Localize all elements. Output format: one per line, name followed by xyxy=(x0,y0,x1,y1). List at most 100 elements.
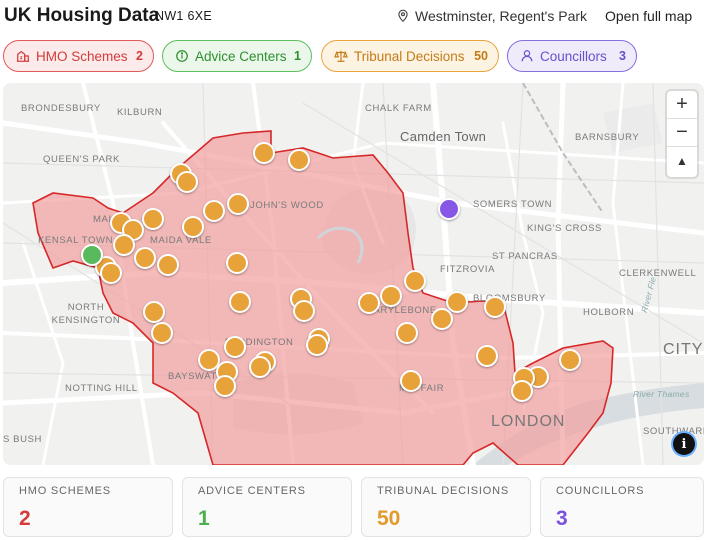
map-label: FITZROVIA xyxy=(440,264,496,275)
map-label: ST PANCRAS xyxy=(492,251,558,262)
tribunal-marker[interactable] xyxy=(100,262,122,284)
filter-chip-label: Councillors xyxy=(540,48,607,64)
tribunal-marker[interactable] xyxy=(198,349,220,371)
map-label: BARNSBURY xyxy=(575,132,640,143)
map-label: KING'S CROSS xyxy=(527,223,602,234)
tribunal-marker[interactable] xyxy=(358,292,380,314)
map-label: NOTTING HILL xyxy=(65,383,138,394)
map-label: MAIDA VALE xyxy=(150,235,212,246)
map-label: KILBURN xyxy=(117,107,163,118)
stat-value: 50 xyxy=(377,507,401,530)
map-pin-icon xyxy=(398,9,408,23)
stat-label: TRIBUNAL DECISIONS xyxy=(377,485,509,497)
tribunal-marker[interactable] xyxy=(224,336,246,358)
map-label: LONDON xyxy=(491,413,566,430)
map-label: SOMERS TOWN xyxy=(473,199,553,210)
filter-chip-label: Tribunal Decisions xyxy=(354,48,465,64)
person-icon xyxy=(520,49,534,63)
tribunal-marker[interactable] xyxy=(142,208,164,230)
scales-icon xyxy=(334,49,348,63)
tribunal-marker[interactable] xyxy=(559,349,581,371)
ward-boundary xyxy=(32,130,614,465)
map-label: CHALK FARM xyxy=(365,103,432,114)
tribunal-marker[interactable] xyxy=(176,171,198,193)
tribunal-marker[interactable] xyxy=(143,301,165,323)
stat-card-hmo: HMO SCHEMES 2 xyxy=(3,477,173,537)
map-view[interactable]: BRONDESBURY KILBURN CHALK FARM Camden To… xyxy=(3,83,704,465)
header: UK Housing Data NW1 6XE Westminster, Reg… xyxy=(0,0,706,36)
filter-chip-hmo[interactable]: HMO Schemes 2 xyxy=(3,40,154,72)
zoom-controls: + − ▲ xyxy=(667,91,697,177)
info-circle-icon xyxy=(175,49,189,63)
filter-chip-count: 50 xyxy=(474,49,488,63)
map-label: MARYLEBONE xyxy=(365,305,437,316)
filter-chip-count: 3 xyxy=(619,49,626,63)
stats-row: HMO SCHEMES 2 ADVICE CENTERS 1 TRIBUNAL … xyxy=(3,477,704,537)
stat-label: HMO SCHEMES xyxy=(19,485,111,497)
stat-value: 3 xyxy=(556,507,568,530)
stat-card-councillors: COUNCILLORS 3 xyxy=(540,477,704,537)
tribunal-marker[interactable] xyxy=(476,345,498,367)
tribunal-marker[interactable] xyxy=(249,356,271,378)
tribunal-marker[interactable] xyxy=(226,252,248,274)
filter-chip-count: 2 xyxy=(136,49,143,63)
councillor-marker[interactable] xyxy=(438,198,460,220)
map-label: NORTH KENSINGTON xyxy=(51,302,121,326)
advice-center-marker[interactable] xyxy=(81,244,103,266)
map-label: S BUSH xyxy=(3,434,42,445)
filter-chip-tribunal[interactable]: Tribunal Decisions 50 xyxy=(321,40,499,72)
map-label: SOUTHWARK xyxy=(643,426,704,437)
filter-chip-advice[interactable]: Advice Centers 1 xyxy=(162,40,312,72)
map-label: CLERKENWELL xyxy=(619,268,697,279)
tribunal-marker[interactable] xyxy=(306,334,328,356)
map-label: JOHN'S WOOD xyxy=(250,200,324,211)
map-label: QUEEN'S PARK xyxy=(43,154,120,165)
filter-chip-label: HMO Schemes xyxy=(36,48,128,64)
building-icon xyxy=(16,49,30,63)
tribunal-marker[interactable] xyxy=(253,142,275,164)
tribunal-marker[interactable] xyxy=(400,370,422,392)
tribunal-marker[interactable] xyxy=(380,285,402,307)
app-title: UK Housing Data xyxy=(4,5,160,26)
filter-chip-count: 1 xyxy=(294,49,301,63)
tribunal-marker[interactable] xyxy=(113,234,135,256)
tribunal-marker[interactable] xyxy=(396,322,418,344)
tribunal-marker[interactable] xyxy=(182,216,204,238)
tribunal-marker[interactable] xyxy=(431,308,453,330)
tribunal-marker[interactable] xyxy=(404,270,426,292)
tribunal-marker[interactable] xyxy=(157,254,179,276)
zoom-out-button[interactable]: − xyxy=(667,119,697,147)
compass-button[interactable]: ▲ xyxy=(676,154,688,168)
map-label: Camden Town xyxy=(400,129,487,144)
tribunal-marker[interactable] xyxy=(288,149,310,171)
stat-value: 1 xyxy=(198,507,210,530)
tribunal-marker[interactable] xyxy=(484,296,506,318)
location: Westminster, Regent's Park xyxy=(396,8,587,24)
tribunal-marker[interactable] xyxy=(511,380,533,402)
filter-chip-label: Advice Centers xyxy=(195,48,287,64)
filter-chip-councillors[interactable]: Councillors 3 xyxy=(507,40,637,72)
tribunal-marker[interactable] xyxy=(293,300,315,322)
tribunal-marker[interactable] xyxy=(446,291,468,313)
map-info-button[interactable]: i xyxy=(673,433,695,455)
location-text: Westminster, Regent's Park xyxy=(415,8,588,24)
tribunal-marker[interactable] xyxy=(134,247,156,269)
tribunal-marker[interactable] xyxy=(151,322,173,344)
postcode: NW1 6XE xyxy=(155,9,212,23)
map-label: KENSAL TOWN xyxy=(38,235,114,246)
stat-card-tribunal: TRIBUNAL DECISIONS 50 xyxy=(361,477,531,537)
stat-label: ADVICE CENTERS xyxy=(198,485,306,497)
tribunal-marker[interactable] xyxy=(214,375,236,397)
map-label: MAYFAIR xyxy=(399,383,445,394)
map-label: River Thames xyxy=(633,389,690,399)
map-label: CITY O xyxy=(663,341,704,358)
tribunal-marker[interactable] xyxy=(203,200,225,222)
map-label: BAYSWATER xyxy=(168,371,232,382)
stat-card-advice: ADVICE CENTERS 1 xyxy=(182,477,352,537)
open-full-map-link[interactable]: Open full map xyxy=(605,8,693,24)
stat-value: 2 xyxy=(19,507,31,530)
tribunal-marker[interactable] xyxy=(229,291,251,313)
zoom-in-button[interactable]: + xyxy=(667,91,697,119)
map-label: MAI xyxy=(93,214,112,225)
tribunal-marker[interactable] xyxy=(227,193,249,215)
